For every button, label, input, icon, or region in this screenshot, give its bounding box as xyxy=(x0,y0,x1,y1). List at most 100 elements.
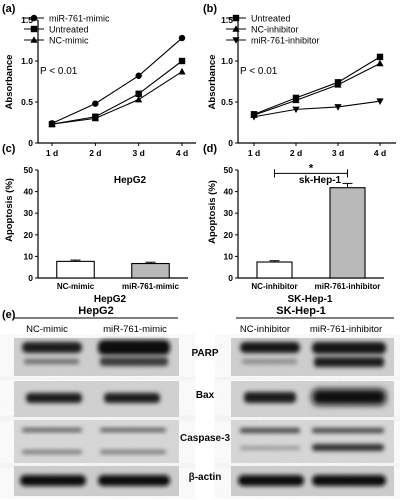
panel-b-letter: (b) xyxy=(203,3,217,15)
a-legend-marker xyxy=(30,14,38,22)
a-y-tick-label: 1.5 xyxy=(21,15,33,25)
b-legend-label: Untreated xyxy=(251,14,291,24)
panel-d-x-axis-label: SK-Hep-1 xyxy=(287,294,332,305)
d-y-tick-label: 0 xyxy=(228,273,233,283)
panel-a-x-axis-label: HepG2 xyxy=(114,175,147,186)
blot-row-parp-label: PARP xyxy=(191,348,218,359)
a-data-point xyxy=(48,120,56,127)
a-series-line xyxy=(51,37,183,124)
blot-left-caspase3-strip xyxy=(14,420,179,463)
c-bar xyxy=(56,260,95,279)
a-series-line xyxy=(51,60,183,125)
b-data-point xyxy=(376,53,384,61)
panel-a-line-chart: (a) Absorbance HepG2 P < 0.01 0 0.5 1.0 1.5… xyxy=(2,3,196,186)
b-series-line xyxy=(253,100,381,118)
a-legend-label: miR-761-mimic xyxy=(49,14,110,24)
blot-lane-nc-inhibitor: NC-inhibitor xyxy=(240,324,290,335)
panel-a-letter: (a) xyxy=(2,3,16,15)
blot-row-bax-label: Bax xyxy=(196,390,215,401)
a-data-point xyxy=(92,100,99,107)
d-bar xyxy=(329,187,366,279)
panel-b-x-axis-label: sk-Hep-1 xyxy=(299,175,342,186)
d-y-tick-label: 30 xyxy=(224,208,234,218)
c-y-tick-label: 0 xyxy=(28,273,33,283)
panel-a-axes: 0 0.5 1.0 1.5 1 d 2 d 3 d 4 d xyxy=(21,15,196,158)
a-x-tick-label: 2 d xyxy=(89,148,101,158)
c-y-tick-label: 10 xyxy=(24,251,34,261)
b-data-point xyxy=(334,104,342,111)
panel-d-letter: (d) xyxy=(203,143,217,155)
c-bar xyxy=(131,262,170,279)
panel-b-line-chart: (b) Absorbance sk-Hep-1 P < 0.01 0 0.5 1.0… xyxy=(203,3,396,186)
d-y-tick-label: 20 xyxy=(224,230,234,240)
a-data-point xyxy=(135,95,143,103)
b-series-line xyxy=(253,62,381,116)
b-legend-marker xyxy=(232,37,240,44)
b-data-point xyxy=(250,113,258,121)
blot-right-parp-strip xyxy=(231,338,394,376)
panel-b-axes: 0 0.5 1.0 1.5 1 d 2 d 3 d 4 d xyxy=(221,15,396,158)
blot-left-bax-strip xyxy=(14,381,179,417)
a-data-point xyxy=(178,34,186,42)
blot-left-parp-strip xyxy=(14,338,179,376)
b-legend-label: miR-761-inhibitor xyxy=(251,36,320,46)
a-legend-label: Untreated xyxy=(49,25,89,35)
a-series-line xyxy=(51,71,183,125)
blot-left-beta-actin-strip xyxy=(14,466,179,496)
a-data-point xyxy=(178,67,186,75)
d-bar xyxy=(256,261,293,279)
b-data-point xyxy=(292,96,300,104)
blot-right-title: SK-Hep-1 xyxy=(276,305,326,317)
d-x-tick-label: miR-761-inhibitor xyxy=(315,282,381,291)
blot-row-beta-actin-label: β-actin xyxy=(189,472,222,483)
a-data-point xyxy=(135,72,142,79)
panel-a-y-axis-label: Absorbance xyxy=(4,55,15,110)
blot-lane-nc-mimic: NC-mimic xyxy=(26,324,68,335)
panel-c-y-axis-label: Apoptosis (%) xyxy=(4,178,15,242)
b-x-tick-label: 2 d xyxy=(290,148,302,158)
d-y-tick-label: 50 xyxy=(224,165,234,175)
a-data-point xyxy=(178,57,186,65)
b-series-line xyxy=(253,56,381,115)
panel-a-p-value: P < 0.01 xyxy=(40,66,78,77)
c-y-tick-label: 20 xyxy=(24,230,34,240)
c-y-tick-label: 30 xyxy=(24,208,34,218)
b-x-tick-label: 4 d xyxy=(374,148,386,158)
a-x-tick-label: 1 d xyxy=(46,148,58,158)
d-x-tick-label: NC-inhibitor xyxy=(251,282,297,291)
panel-c-x-axis-label: HepG2 xyxy=(94,294,127,305)
b-legend-marker xyxy=(232,25,240,32)
b-legend-label: NC-inhibitor xyxy=(251,25,299,35)
panel-c-axes: 0 10 20 30 40 50 NC-mimic miR-761-mimic xyxy=(24,165,188,291)
b-x-tick-label: 1 d xyxy=(248,148,260,158)
d-y-tick-label: 40 xyxy=(224,187,234,197)
panel-b-series xyxy=(250,53,384,121)
blot-right-bax-strip xyxy=(231,381,394,417)
b-data-point xyxy=(376,59,384,67)
c-y-tick-label: 50 xyxy=(24,165,34,175)
b-y-tick-label: 0 xyxy=(228,138,233,148)
b-y-tick-label: 1.0 xyxy=(221,56,233,66)
d-significance-star: * xyxy=(309,162,314,174)
panel-d-axes: 0 10 20 30 40 50 NC-inhibitor miR-761-inhibitor xyxy=(224,165,384,291)
blot-right-caspase3-strip xyxy=(231,420,394,463)
d-y-tick-label: 10 xyxy=(224,251,234,261)
b-y-tick-label: 0.5 xyxy=(221,97,233,107)
panel-c-bar-chart: (c) Apoptosis (%) HepG2 0 10 20 30 40 50 NC-mi… xyxy=(2,143,188,305)
b-data-point xyxy=(292,106,300,114)
panel-d-bars: * xyxy=(256,162,366,279)
blot-lane-mir761-inhibitor: miR-761-inhibitor xyxy=(310,324,382,335)
b-data-point xyxy=(376,98,384,105)
c-x-tick-label: miR-761-mimic xyxy=(122,282,179,291)
a-legend-label: NC-mimic xyxy=(49,36,89,46)
b-legend-marker xyxy=(232,14,240,22)
b-y-tick-label: 1.5 xyxy=(221,15,233,25)
a-legend-marker xyxy=(30,36,38,43)
a-x-tick-label: 3 d xyxy=(133,148,145,158)
blot-right-beta-actin-strip xyxy=(231,466,394,496)
c-x-tick-label: NC-mimic xyxy=(57,282,95,291)
panel-b-p-value: P < 0.01 xyxy=(240,66,278,77)
a-legend-marker xyxy=(30,25,38,33)
a-data-point xyxy=(135,90,142,97)
